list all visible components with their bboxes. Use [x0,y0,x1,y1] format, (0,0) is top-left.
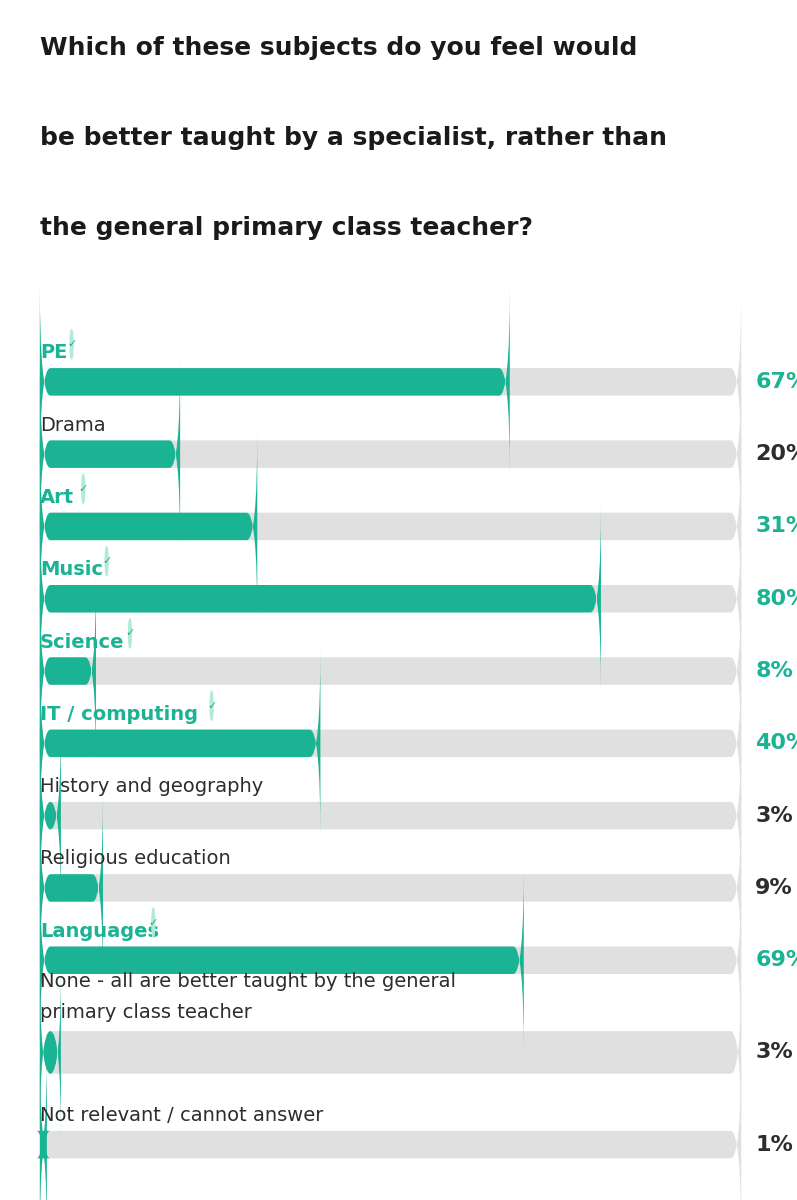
Circle shape [70,330,73,359]
Text: Music: Music [40,560,103,580]
Text: 8%: 8% [756,661,793,682]
FancyBboxPatch shape [40,432,257,622]
Text: PE: PE [40,343,67,362]
FancyBboxPatch shape [40,432,741,622]
Text: 80%: 80% [756,589,797,608]
Text: IT / computing: IT / computing [40,704,198,724]
FancyBboxPatch shape [40,649,741,838]
Text: ✓: ✓ [148,918,158,928]
FancyBboxPatch shape [40,287,741,476]
FancyBboxPatch shape [40,793,741,983]
Text: Art: Art [40,488,74,506]
FancyBboxPatch shape [40,721,61,911]
FancyBboxPatch shape [40,576,741,766]
Text: ✓: ✓ [207,701,216,710]
Text: Languages: Languages [40,922,159,941]
Text: ✓: ✓ [67,340,77,349]
Text: primary class teacher: primary class teacher [40,1003,252,1022]
FancyBboxPatch shape [40,360,741,548]
Text: ✓: ✓ [125,629,135,638]
Text: ✓: ✓ [79,484,88,494]
Circle shape [82,474,84,503]
FancyBboxPatch shape [40,360,180,548]
Text: 1%: 1% [756,1135,793,1154]
Text: Religious education: Religious education [40,850,230,869]
Text: None - all are better taught by the general: None - all are better taught by the gene… [40,972,456,991]
FancyBboxPatch shape [40,649,320,838]
Text: 3%: 3% [756,805,793,826]
Circle shape [105,547,108,576]
FancyBboxPatch shape [40,865,741,1055]
Text: 3%: 3% [756,1043,793,1062]
FancyBboxPatch shape [40,865,524,1055]
Circle shape [210,691,213,720]
Text: History and geography: History and geography [40,778,263,796]
FancyBboxPatch shape [37,1050,50,1200]
FancyBboxPatch shape [40,287,510,476]
Text: 69%: 69% [756,950,797,971]
Text: the general primary class teacher?: the general primary class teacher? [40,216,533,240]
Text: Which of these subjects do you feel would: Which of these subjects do you feel woul… [40,36,638,60]
Text: 20%: 20% [756,444,797,464]
Text: Science: Science [40,632,124,652]
Circle shape [152,908,155,937]
Circle shape [128,619,132,648]
Text: be better taught by a specialist, rather than: be better taught by a specialist, rather… [40,126,667,150]
Text: Drama: Drama [40,415,105,434]
FancyBboxPatch shape [40,721,741,911]
Text: 40%: 40% [756,733,797,754]
FancyBboxPatch shape [40,504,741,694]
Text: Not relevant / cannot answer: Not relevant / cannot answer [40,1106,324,1126]
Text: 9%: 9% [756,878,793,898]
FancyBboxPatch shape [40,576,96,766]
Text: 31%: 31% [756,516,797,536]
FancyBboxPatch shape [40,1050,741,1200]
FancyBboxPatch shape [40,965,741,1140]
Text: 67%: 67% [756,372,797,392]
FancyBboxPatch shape [40,504,601,694]
Text: ✓: ✓ [102,556,112,566]
FancyBboxPatch shape [40,793,103,983]
FancyBboxPatch shape [40,965,61,1140]
